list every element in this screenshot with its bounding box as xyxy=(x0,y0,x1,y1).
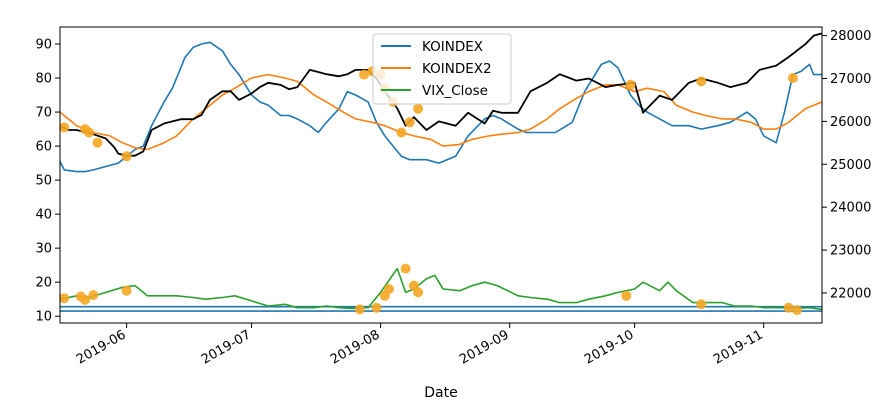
legend-label-koindex2: KOINDEX2 xyxy=(422,61,492,77)
x-tick-label: 2019-09 xyxy=(457,327,512,367)
y-right-tick-label: 23000 xyxy=(830,244,871,259)
marker-point xyxy=(59,293,70,304)
marker-point xyxy=(80,294,90,305)
x-tick-label: 2019-06 xyxy=(74,327,129,367)
y-right-tick-label: 22000 xyxy=(830,286,871,301)
marker-point xyxy=(371,302,382,313)
marker-point xyxy=(621,290,632,301)
marker-point xyxy=(396,127,407,138)
marker-point xyxy=(121,285,132,296)
marker-point xyxy=(787,73,798,83)
series-line-vix-close xyxy=(59,267,823,311)
marker-point xyxy=(84,127,95,138)
y-right-tick-label: 24000 xyxy=(830,201,871,216)
marker-point xyxy=(696,76,707,87)
y-left-tick-label: 90 xyxy=(35,38,52,53)
plot-frame xyxy=(59,26,823,324)
marker-point xyxy=(354,304,365,315)
y-left-tick-label: 80 xyxy=(35,72,52,87)
marker-point xyxy=(783,302,794,313)
marker-point xyxy=(625,79,636,90)
y-right-tick-label: 28000 xyxy=(830,29,871,44)
marker-point xyxy=(92,137,103,148)
y-right-tick-label: 25000 xyxy=(830,158,871,173)
y-right-tick-label: 27000 xyxy=(830,72,871,87)
marker-point xyxy=(384,284,394,294)
x-tick-label: 2019-07 xyxy=(199,327,254,367)
x-tick-label: 2019-11 xyxy=(711,327,766,367)
marker-point xyxy=(792,305,802,316)
y-right-tick-label: 26000 xyxy=(830,115,871,130)
y-left-tick-label: 50 xyxy=(35,174,52,189)
marker-point xyxy=(88,290,99,301)
x-tick-label: 2019-10 xyxy=(582,327,637,367)
marker-point xyxy=(400,263,411,274)
y-left-tick-label: 60 xyxy=(35,140,52,155)
series-line-koindex2 xyxy=(59,73,823,151)
y-left-tick-label: 30 xyxy=(35,242,52,257)
legend: KOINDEX KOINDEX2 VIX_Close xyxy=(372,33,512,105)
y-left-tick-label: 40 xyxy=(35,208,52,223)
marker-point xyxy=(121,151,132,162)
y-left-tick-label: 10 xyxy=(35,310,52,325)
legend-label-koindex: KOINDEX xyxy=(422,39,483,55)
marker-point xyxy=(59,122,70,133)
x-axis-title: Date xyxy=(424,385,457,401)
series-line-koindex xyxy=(59,41,822,173)
marker-point xyxy=(359,69,369,80)
x-tick-label: 2019-08 xyxy=(328,327,383,367)
legend-box xyxy=(372,33,512,105)
marker-point xyxy=(413,103,424,114)
marker-point xyxy=(413,287,424,298)
y-left-tick-label: 70 xyxy=(35,106,52,121)
legend-label-vix-close: VIX_Close xyxy=(422,83,488,99)
marker-point xyxy=(696,299,707,310)
y-left-tick-label: 20 xyxy=(35,276,52,291)
marker-point xyxy=(404,117,415,128)
